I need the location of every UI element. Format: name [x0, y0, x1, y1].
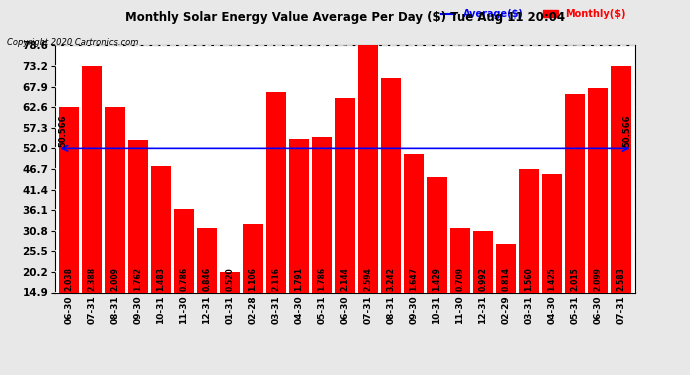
Text: 1.425: 1.425	[547, 267, 557, 291]
Bar	[312, 137, 332, 350]
Bar	[611, 66, 631, 350]
Bar	[128, 140, 148, 350]
Text: 0.520: 0.520	[226, 267, 235, 291]
Text: 0.992: 0.992	[478, 267, 488, 291]
Bar	[496, 243, 515, 350]
Text: 2.594: 2.594	[364, 267, 373, 291]
Text: Copyright 2020 Cartronics.com: Copyright 2020 Cartronics.com	[7, 38, 138, 47]
Legend: Average($), Monthly($): Average($), Monthly($)	[437, 5, 630, 23]
Text: 50.566: 50.566	[622, 115, 631, 147]
Text: 1.560: 1.560	[524, 267, 533, 291]
Text: 3.242: 3.242	[386, 267, 395, 291]
Text: 2.144: 2.144	[340, 267, 350, 291]
Text: 2.099: 2.099	[593, 267, 602, 291]
Text: Monthly Solar Energy Value Average Per Day ($) Tue Aug 11 20:04: Monthly Solar Energy Value Average Per D…	[125, 11, 565, 24]
Bar	[565, 94, 585, 350]
Bar	[381, 78, 401, 350]
Text: 2.116: 2.116	[271, 267, 281, 291]
Bar	[59, 107, 79, 350]
Bar	[358, 45, 378, 350]
Text: 2.015: 2.015	[571, 267, 580, 291]
Text: 1.483: 1.483	[157, 267, 166, 291]
Bar	[82, 66, 102, 350]
Text: 50.566: 50.566	[59, 115, 68, 147]
Bar	[266, 92, 286, 350]
Text: 1.791: 1.791	[295, 267, 304, 291]
Text: 1.762: 1.762	[133, 267, 143, 291]
Text: 0.846: 0.846	[202, 267, 212, 291]
Text: 1.786: 1.786	[317, 266, 326, 291]
Text: 2.009: 2.009	[110, 267, 119, 291]
Text: 0.786: 0.786	[179, 266, 188, 291]
Bar	[473, 231, 493, 350]
Bar	[542, 174, 562, 350]
Bar	[427, 177, 447, 350]
Bar	[105, 107, 125, 350]
Bar	[220, 272, 240, 350]
Bar	[289, 139, 309, 350]
Text: 2.388: 2.388	[88, 266, 97, 291]
Bar	[175, 209, 194, 350]
Text: 2.583: 2.583	[616, 267, 626, 291]
Bar	[588, 88, 608, 350]
Text: 2.038: 2.038	[64, 267, 74, 291]
Text: 1.429: 1.429	[433, 267, 442, 291]
Bar	[335, 98, 355, 350]
Bar	[404, 154, 424, 350]
Bar	[151, 166, 171, 350]
Bar	[450, 228, 470, 350]
Text: 0.709: 0.709	[455, 267, 464, 291]
Bar	[197, 228, 217, 350]
Bar	[243, 224, 263, 350]
Bar	[519, 169, 539, 350]
Text: 1.647: 1.647	[409, 267, 419, 291]
Text: 1.106: 1.106	[248, 267, 257, 291]
Text: 0.814: 0.814	[502, 267, 511, 291]
